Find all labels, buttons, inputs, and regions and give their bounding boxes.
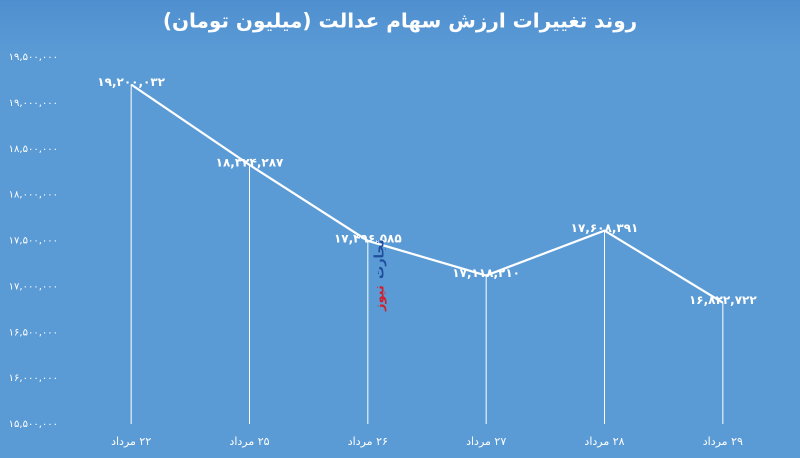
watermark-text: نیوز bbox=[373, 285, 388, 312]
data-label: ۱۷,۴۹۶,۵۸۵ bbox=[334, 231, 402, 245]
y-tick-label: ۱۹,۵۰۰,۰۰۰ bbox=[9, 52, 58, 63]
data-label: ۱۷,۱۱۸,۲۱۰ bbox=[452, 266, 520, 280]
y-tick-label: ۱۹,۰۰۰,۰۰۰ bbox=[9, 98, 58, 109]
data-label: ۱۶,۸۲۲,۷۲۲ bbox=[689, 293, 757, 307]
chart-title: روند تغییرات ارزش سهام عدالت (میلیون توم… bbox=[163, 9, 637, 33]
line bbox=[130, 83, 724, 304]
y-tick-label: ۱۸,۵۰۰,۰۰۰ bbox=[9, 144, 58, 155]
y-tick-label: ۱۷,۵۰۰,۰۰۰ bbox=[9, 236, 58, 247]
data-label: ۱۹,۲۰۰,۰۳۲ bbox=[97, 75, 165, 89]
data-label: ۱۸,۳۲۴,۲۸۷ bbox=[216, 155, 284, 169]
y-tick-label: ۱۸,۰۰۰,۰۰۰ bbox=[9, 190, 58, 201]
y-tick-label: ۱۵,۵۰۰,۰۰۰ bbox=[9, 419, 58, 430]
y-tick-label: ۱۶,۵۰۰,۰۰۰ bbox=[9, 327, 58, 338]
y-tick-label: ۱۶,۰۰۰,۰۰۰ bbox=[9, 373, 58, 384]
x-tick-label: ۲۹ مرداد bbox=[703, 435, 743, 448]
x-tick-label: ۲۷ مرداد bbox=[466, 435, 506, 448]
x-tick-label: ۲۸ مرداد bbox=[584, 435, 624, 448]
watermark-text: تجارت bbox=[373, 239, 388, 279]
y-tick-label: ۱۷,۰۰۰,۰۰۰ bbox=[9, 281, 58, 292]
x-tick-label: ۲۲ مرداد bbox=[111, 435, 151, 448]
data-label: ۱۷,۶۰۸,۳۹۱ bbox=[571, 221, 639, 235]
x-tick-label: ۲۶ مرداد bbox=[348, 435, 388, 448]
watermark: تجارت نیوز bbox=[373, 239, 388, 312]
x-tick-label: ۲۵ مرداد bbox=[229, 435, 269, 448]
